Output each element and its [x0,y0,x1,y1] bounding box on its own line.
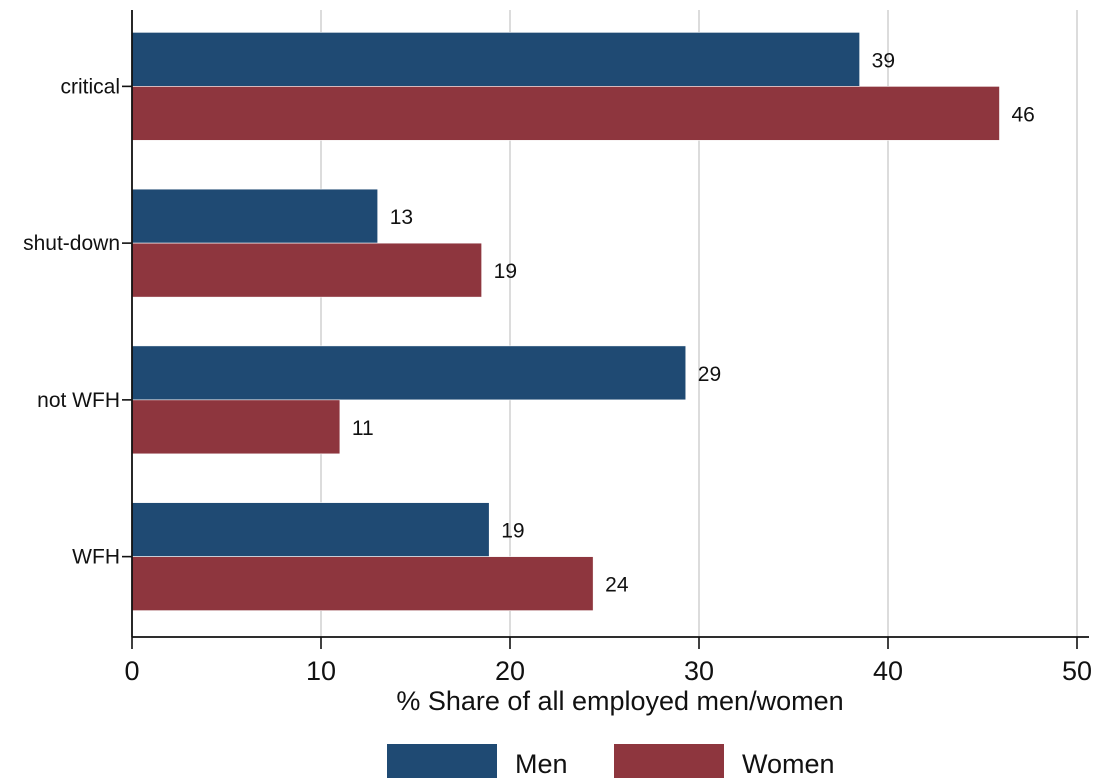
bar-men-shut-down [131,188,378,244]
bar-women-not-wfh [131,399,341,455]
data-label: 46 [1012,103,1035,126]
data-label: 11 [352,417,374,440]
x-axis-title: % Share of all employed men/women [396,686,843,716]
data-label: 24 [605,574,629,597]
bar-women-critical [131,86,1000,141]
axes: 0 10 20 30 40 50 critical shut-down not WFH WFH [23,10,1092,686]
bar-men-wfh [131,502,490,557]
legend-swatch-women [614,744,724,778]
y-category-label: shut-down [23,232,120,255]
bar-men-not-wfh [131,345,687,401]
x-tick-label: 40 [873,656,903,686]
bar-women-shut-down [131,242,482,298]
legend: Men Women [387,744,835,779]
x-tick-label: 30 [684,656,714,686]
x-tick-label: 50 [1062,656,1092,686]
data-label: 19 [501,520,524,543]
data-label: 29 [698,363,721,386]
y-category-label: not WFH [37,389,120,412]
data-label: 19 [494,260,517,283]
x-tick-label: 20 [495,656,525,686]
x-tick-label: 0 [124,656,139,686]
y-category-label: WFH [72,546,120,569]
bars: 39 46 13 19 29 11 19 24 [131,32,1035,611]
y-category-label: critical [60,75,120,98]
bar-men-critical [131,32,860,87]
legend-label-women: Women [742,749,835,778]
bar-women-wfh [131,556,594,611]
x-tick-label: 10 [306,656,336,686]
data-label: 39 [872,49,895,72]
legend-label-men: Men [515,749,568,778]
data-label: 13 [390,206,413,229]
legend-swatch-men [387,744,497,778]
